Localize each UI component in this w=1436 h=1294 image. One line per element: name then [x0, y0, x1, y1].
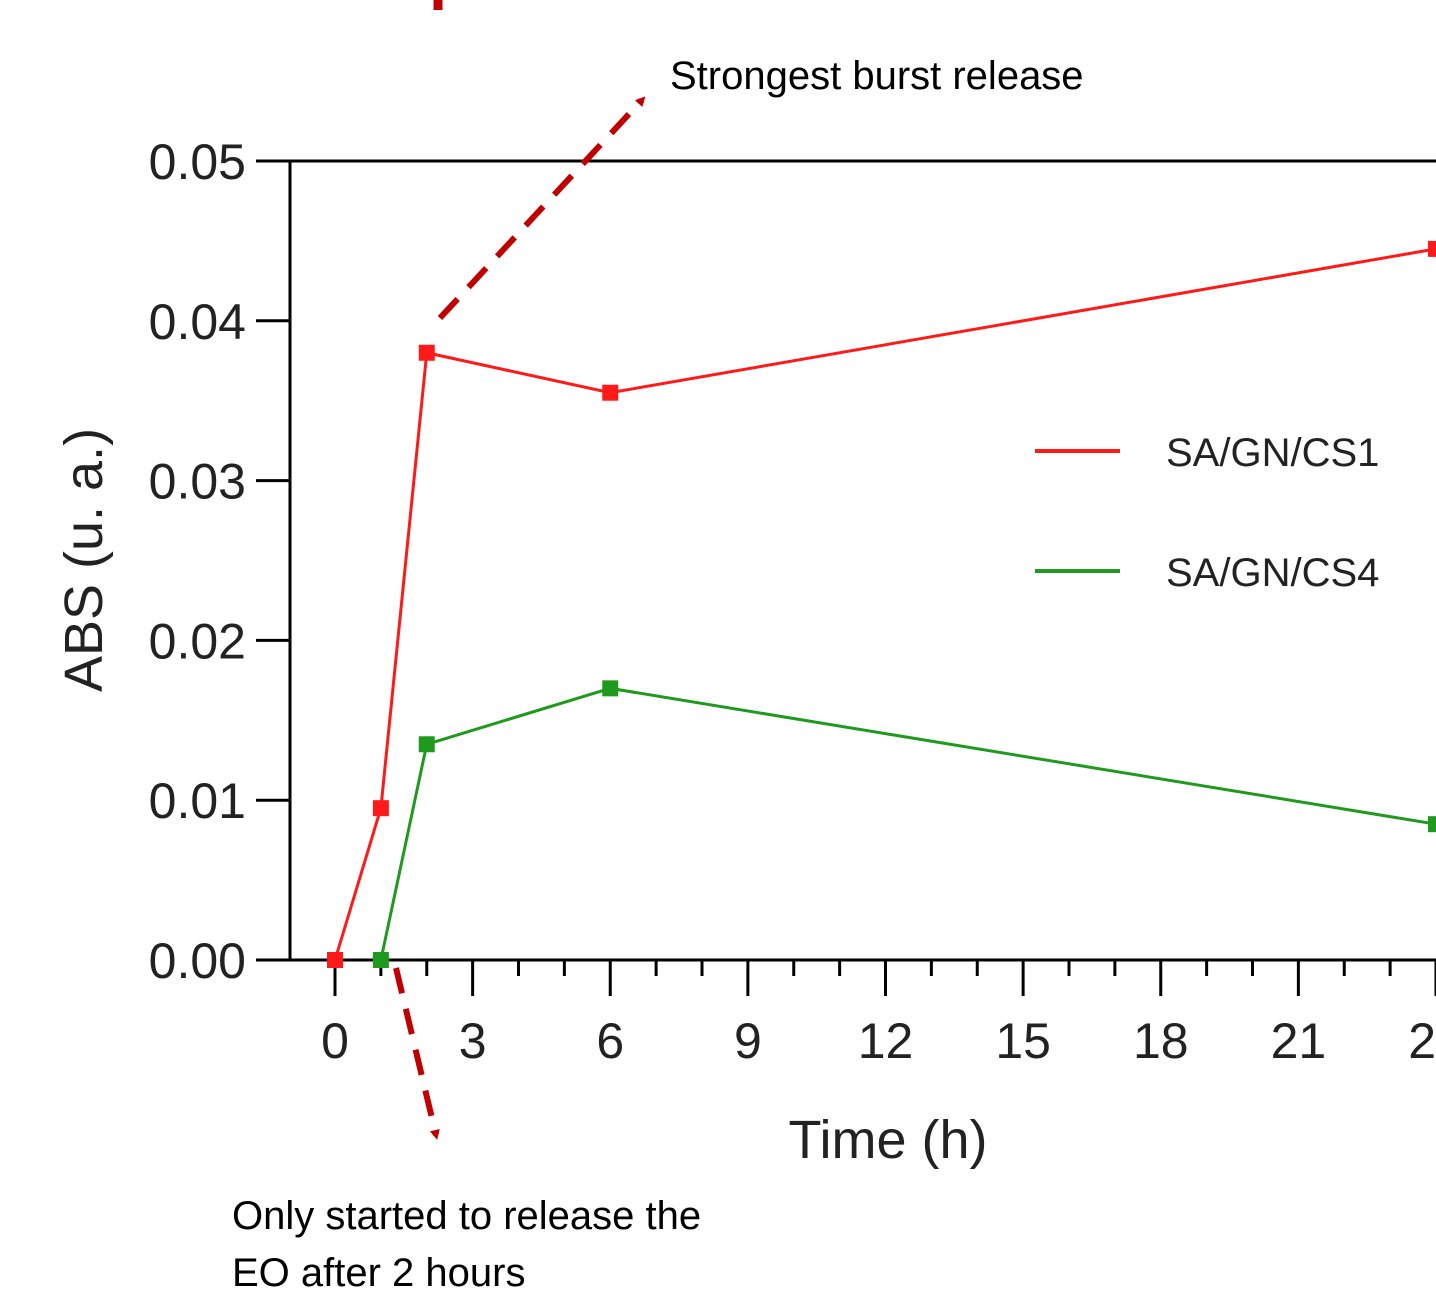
legend-label-cs1: SA/GN/CS1: [1166, 431, 1379, 475]
late-release-note-line1: Only started to release the: [232, 1194, 701, 1238]
x-axis-ticks: 0 3 6 9 12 15 18 21 24: [321, 960, 1436, 1069]
x-tick-label: 24: [1408, 1013, 1436, 1069]
data-point: [372, 952, 389, 968]
y-tick-label: 0.04: [149, 294, 246, 350]
burst-release-arrow: [437, 96, 646, 321]
annotations: Strongest burst release Only started to …: [232, 0, 1084, 1294]
legend: SA/GN/CS1 SA/GN/CS4: [1035, 431, 1379, 595]
x-axis-title: Time (h): [789, 1110, 988, 1170]
x-tick-label: 3: [459, 1013, 487, 1069]
data-point: [602, 680, 619, 697]
x-tick-label: 15: [995, 1013, 1051, 1069]
y-tick-label: 0.00: [149, 933, 246, 989]
axes: [256, 159, 1436, 962]
x-tick-label: 21: [1271, 1013, 1327, 1069]
legend-label-cs4: SA/GN/CS4: [1166, 551, 1379, 595]
y-axis-title: ABS (u. a.): [54, 428, 114, 692]
y-tick-label: 0.03: [149, 454, 246, 510]
x-tick-label: 6: [596, 1013, 624, 1069]
data-point: [602, 384, 619, 401]
y-tick-label: 0.05: [149, 134, 246, 190]
y-axis-ticks: 0.00 0.01 0.02 0.03 0.04 0.05: [149, 134, 290, 989]
series-sa-gn-cs4: [372, 680, 1436, 968]
x-tick-label: 18: [1133, 1013, 1189, 1069]
series-layer: [327, 240, 1436, 968]
data-point: [1428, 240, 1436, 257]
x-tick-label: 0: [321, 1013, 349, 1069]
data-point: [372, 800, 389, 817]
series-line: [379, 686, 1436, 961]
x-tick-label: 9: [734, 1013, 762, 1069]
data-point: [1428, 816, 1436, 833]
data-point: [418, 344, 435, 361]
y-tick-label: 0.02: [149, 613, 246, 669]
x-tick-label: 12: [858, 1013, 914, 1069]
y-tick-label: 0.01: [149, 773, 246, 829]
data-point: [327, 952, 343, 968]
series-sa-gn-cs1: [327, 240, 1436, 968]
data-point: [418, 736, 435, 753]
late-release-arrow: [393, 967, 440, 1140]
burst-release-note: Strongest burst release: [670, 54, 1084, 98]
series-line: [333, 247, 1436, 961]
late-release-note-line2: EO after 2 hours: [232, 1251, 525, 1294]
